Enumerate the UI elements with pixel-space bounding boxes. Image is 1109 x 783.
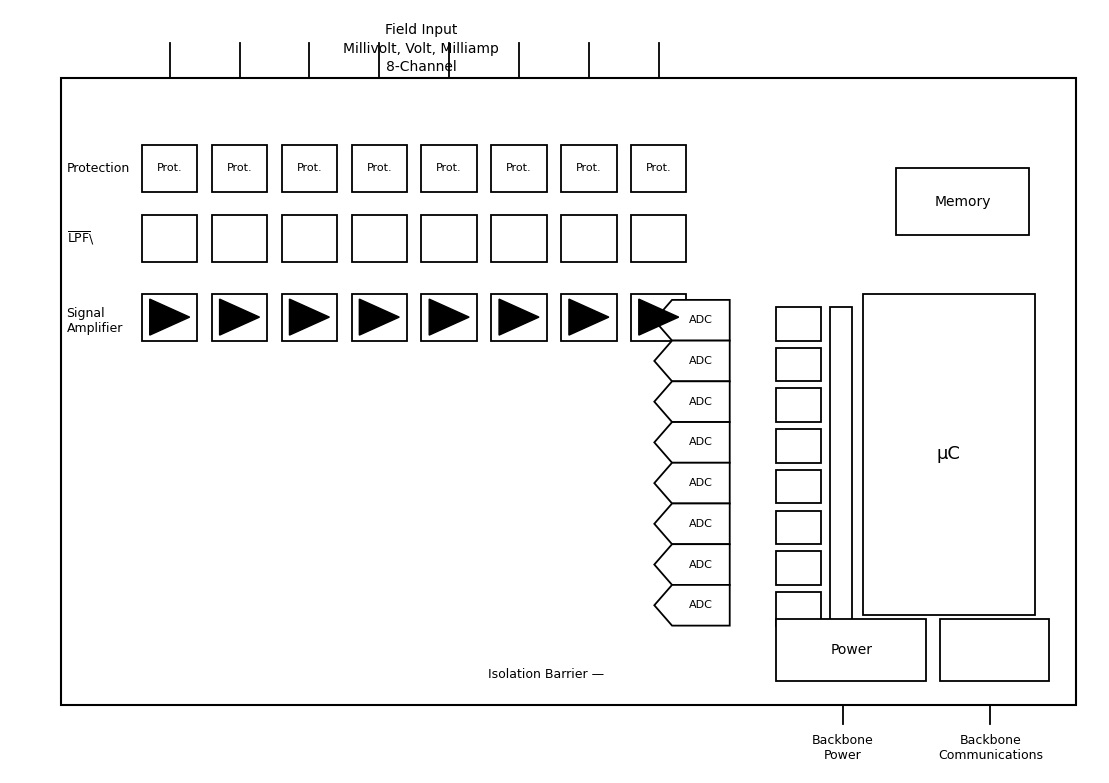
Polygon shape: [359, 299, 399, 335]
Text: ADC: ADC: [689, 316, 713, 325]
Bar: [776, 551, 821, 585]
Text: Prot.: Prot.: [436, 164, 462, 173]
Bar: [282, 215, 337, 262]
Text: Field Input
Millivolt, Volt, Milliamp
8-Channel: Field Input Millivolt, Volt, Milliamp 8-…: [344, 23, 499, 74]
Bar: [896, 168, 1029, 235]
Text: ADC: ADC: [689, 519, 713, 529]
Text: ADC: ADC: [689, 438, 713, 447]
Bar: [776, 307, 821, 341]
Polygon shape: [654, 300, 730, 341]
Text: Prot.: Prot.: [296, 164, 323, 173]
Bar: [776, 511, 821, 544]
Bar: [282, 294, 337, 341]
Text: Prot.: Prot.: [576, 164, 602, 173]
Bar: [352, 294, 407, 341]
Bar: [561, 294, 617, 341]
Text: Prot.: Prot.: [645, 164, 672, 173]
Bar: [863, 294, 1035, 615]
Bar: [940, 619, 1049, 681]
Text: Prot.: Prot.: [366, 164, 393, 173]
Text: $\overline{\rm LPF}$$\backslash$: $\overline{\rm LPF}$$\backslash$: [67, 230, 94, 247]
Polygon shape: [654, 381, 730, 422]
Polygon shape: [654, 341, 730, 381]
Bar: [212, 145, 267, 192]
Polygon shape: [569, 299, 609, 335]
Bar: [561, 215, 617, 262]
Text: ADC: ADC: [689, 601, 713, 610]
Bar: [776, 470, 821, 503]
Bar: [352, 215, 407, 262]
Bar: [352, 145, 407, 192]
Bar: [282, 145, 337, 192]
Text: Protection: Protection: [67, 162, 130, 175]
Bar: [561, 145, 617, 192]
Text: ADC: ADC: [689, 560, 713, 569]
Bar: [421, 215, 477, 262]
Bar: [776, 348, 821, 381]
Bar: [491, 145, 547, 192]
Bar: [830, 307, 852, 626]
Polygon shape: [289, 299, 329, 335]
Bar: [421, 145, 477, 192]
Polygon shape: [429, 299, 469, 335]
Bar: [491, 215, 547, 262]
Bar: [631, 215, 686, 262]
Text: Isolation Barrier —: Isolation Barrier —: [488, 669, 604, 681]
Bar: [142, 294, 197, 341]
Bar: [776, 429, 821, 463]
Text: Power: Power: [831, 643, 872, 657]
Polygon shape: [499, 299, 539, 335]
Polygon shape: [654, 503, 730, 544]
Text: ADC: ADC: [689, 478, 713, 488]
Text: Memory: Memory: [935, 195, 990, 208]
Bar: [61, 78, 1076, 705]
Bar: [631, 294, 686, 341]
Polygon shape: [220, 299, 260, 335]
Bar: [142, 145, 197, 192]
Text: ADC: ADC: [689, 356, 713, 366]
Text: Backbone
Communications: Backbone Communications: [938, 734, 1042, 762]
Polygon shape: [639, 299, 679, 335]
Text: Prot.: Prot.: [226, 164, 253, 173]
Bar: [212, 215, 267, 262]
Text: Signal
Amplifier: Signal Amplifier: [67, 307, 123, 335]
Text: Backbone
Power: Backbone Power: [812, 734, 874, 762]
Bar: [776, 592, 821, 626]
Text: Prot.: Prot.: [156, 164, 183, 173]
Polygon shape: [654, 544, 730, 585]
Polygon shape: [654, 422, 730, 463]
Text: Prot.: Prot.: [506, 164, 532, 173]
Text: ADC: ADC: [689, 397, 713, 406]
Bar: [491, 294, 547, 341]
Bar: [212, 294, 267, 341]
Bar: [421, 294, 477, 341]
Polygon shape: [654, 463, 730, 503]
Polygon shape: [654, 585, 730, 626]
Bar: [776, 619, 926, 681]
Bar: [631, 145, 686, 192]
Polygon shape: [150, 299, 190, 335]
Text: μC: μC: [937, 446, 960, 463]
Bar: [142, 215, 197, 262]
Bar: [776, 388, 821, 422]
